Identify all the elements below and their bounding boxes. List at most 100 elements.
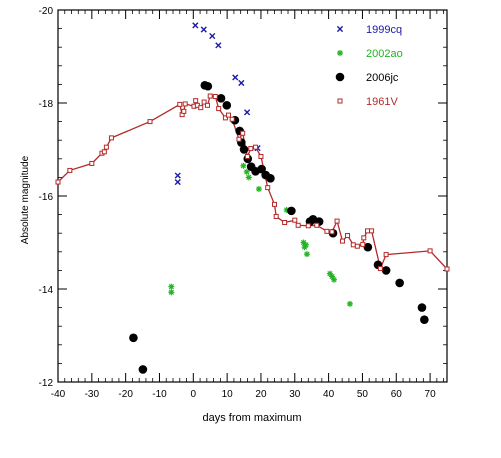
- data-point: [212, 93, 218, 99]
- data-point: [181, 108, 187, 114]
- data-point: [377, 266, 383, 272]
- data-point: [205, 102, 211, 108]
- data-point: [363, 242, 373, 252]
- data-point: [216, 94, 226, 103]
- data-point: [174, 178, 181, 186]
- data-point: [253, 144, 259, 150]
- legend-marker-2002ao: [337, 50, 343, 56]
- marker-stroke: [168, 289, 174, 295]
- data-point: [258, 153, 264, 159]
- x-axis-label: days from maximum: [202, 412, 301, 424]
- series-line-1961V: [57, 95, 448, 271]
- legend-marker-1999cq: [336, 25, 344, 33]
- marker-stroke: [174, 178, 181, 186]
- data-point: [192, 22, 199, 29]
- data-point: [245, 174, 252, 181]
- data-point: [334, 218, 340, 224]
- x-tick-label: -10: [152, 389, 167, 400]
- data-point: [302, 241, 309, 248]
- x-tick-label: -40: [51, 389, 66, 400]
- data-point: [248, 146, 254, 152]
- plot-frame: [57, 9, 448, 383]
- marker-stroke: [243, 109, 251, 116]
- x-tick-label: 10: [222, 389, 234, 400]
- x-tick-label: 30: [289, 389, 301, 400]
- data-point: [273, 213, 279, 219]
- series-2002ao: [168, 162, 353, 307]
- data-point: [331, 276, 338, 283]
- legend-label-2006jc: 2006jc: [366, 72, 399, 84]
- marker-stroke: [192, 22, 199, 29]
- data-point: [177, 101, 183, 107]
- marker-stroke: [246, 174, 252, 181]
- data-point: [255, 186, 262, 193]
- data-point: [215, 42, 222, 49]
- data-point: [201, 99, 207, 105]
- data-point: [236, 136, 242, 142]
- data-point: [420, 315, 429, 324]
- data-point: [101, 149, 107, 155]
- data-point: [174, 172, 181, 179]
- marker-stroke: [256, 186, 262, 192]
- marker-stroke: [331, 277, 337, 283]
- data-point: [417, 303, 427, 312]
- series-2006jc: [129, 81, 429, 374]
- y-axis-label: Absolute magnitude: [20, 155, 31, 244]
- marker-stroke: [300, 239, 307, 246]
- y-tick-label: -12: [39, 378, 54, 389]
- data-point: [244, 153, 250, 159]
- data-point: [89, 160, 95, 166]
- data-point: [257, 164, 266, 174]
- x-tick-label: 70: [425, 389, 437, 400]
- marker-stroke: [304, 251, 310, 257]
- legend-marker-2006jc: [335, 72, 345, 82]
- series-1961V: [55, 93, 450, 272]
- data-point: [243, 109, 251, 116]
- data-point: [265, 185, 271, 191]
- data-point: [271, 201, 277, 207]
- data-point: [383, 252, 389, 258]
- marker-stroke: [238, 79, 245, 87]
- data-point: [138, 365, 148, 374]
- data-point: [168, 289, 175, 296]
- marker-stroke: [240, 163, 246, 169]
- data-point: [229, 116, 235, 122]
- data-point: [295, 222, 301, 228]
- x-tick-label: 50: [357, 389, 369, 400]
- data-point: [239, 145, 249, 154]
- data-point: [129, 333, 138, 343]
- data-point: [207, 93, 213, 99]
- y-tick-label: -18: [39, 99, 54, 110]
- legend-marker-1961V: [337, 98, 343, 104]
- marker-stroke: [303, 242, 309, 248]
- x-tick-label: 60: [391, 389, 403, 400]
- marker-stroke: [244, 169, 250, 175]
- data-point: [303, 251, 310, 258]
- data-point: [222, 101, 232, 110]
- data-point: [225, 112, 231, 118]
- data-point: [232, 74, 239, 81]
- x-tick-label: -20: [118, 389, 133, 400]
- data-point: [292, 217, 298, 223]
- data-point: [55, 179, 61, 185]
- data-point: [198, 105, 204, 111]
- data-point: [314, 222, 320, 228]
- x-tick-label: 20: [255, 389, 267, 400]
- data-point: [209, 32, 216, 40]
- data-point: [365, 228, 371, 234]
- legend-label-1961V: 1961V: [366, 96, 398, 108]
- data-point: [287, 206, 296, 216]
- data-point: [345, 233, 351, 239]
- data-point: [168, 283, 175, 290]
- data-point: [354, 243, 360, 249]
- data-point: [147, 119, 153, 125]
- data-point: [282, 220, 288, 226]
- data-point: [444, 266, 450, 272]
- marker-stroke: [200, 26, 207, 33]
- data-point: [240, 130, 246, 136]
- data-point: [361, 235, 367, 241]
- data-point: [329, 229, 335, 235]
- data-point: [305, 223, 311, 229]
- data-point: [222, 115, 228, 121]
- data-point: [350, 242, 356, 248]
